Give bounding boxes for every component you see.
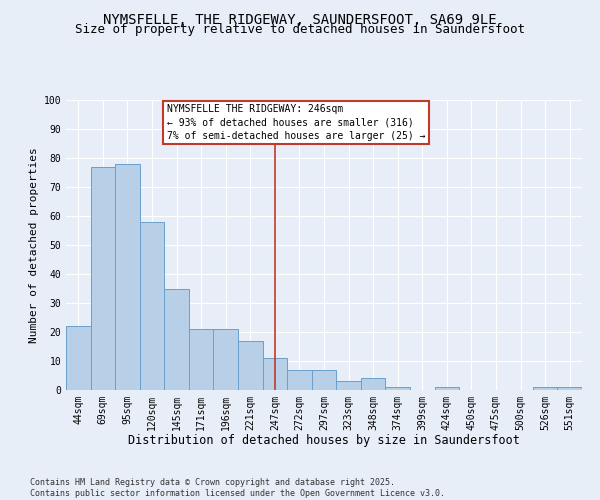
Bar	[263, 358, 287, 390]
Text: NYMSFELLE THE RIDGEWAY: 246sqm
← 93% of detached houses are smaller (316)
7% of : NYMSFELLE THE RIDGEWAY: 246sqm ← 93% of …	[167, 104, 425, 141]
Bar	[140, 222, 164, 390]
Bar	[361, 378, 385, 390]
Text: Contains HM Land Registry data © Crown copyright and database right 2025.
Contai: Contains HM Land Registry data © Crown c…	[30, 478, 445, 498]
Bar	[385, 387, 410, 390]
Text: Size of property relative to detached houses in Saundersfoot: Size of property relative to detached ho…	[75, 22, 525, 36]
Bar	[238, 340, 263, 390]
Bar	[214, 329, 238, 390]
Bar	[533, 387, 557, 390]
Bar	[189, 329, 214, 390]
Y-axis label: Number of detached properties: Number of detached properties	[29, 147, 40, 343]
Bar	[312, 370, 336, 390]
Bar	[91, 166, 115, 390]
Bar	[434, 387, 459, 390]
Text: NYMSFELLE, THE RIDGEWAY, SAUNDERSFOOT, SA69 9LE: NYMSFELLE, THE RIDGEWAY, SAUNDERSFOOT, S…	[103, 12, 497, 26]
Bar	[287, 370, 312, 390]
X-axis label: Distribution of detached houses by size in Saundersfoot: Distribution of detached houses by size …	[128, 434, 520, 448]
Bar	[66, 326, 91, 390]
Bar	[115, 164, 140, 390]
Bar	[336, 382, 361, 390]
Bar	[557, 387, 582, 390]
Bar	[164, 288, 189, 390]
